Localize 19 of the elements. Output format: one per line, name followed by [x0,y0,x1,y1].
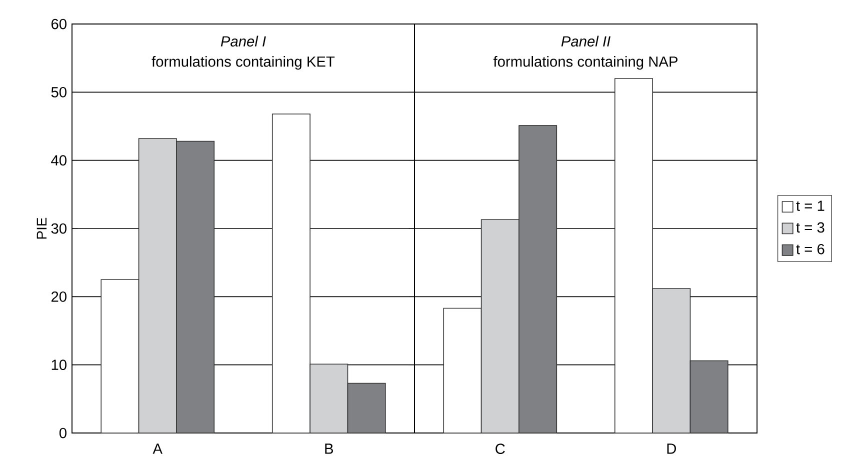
annotation: formulations containing NAP [493,56,678,70]
y-tick-label: 60 [52,18,66,30]
y-tick-label: 30 [51,223,66,234]
annotation: Panel I [220,36,266,47]
y-tick-label: 40 [51,155,66,166]
y-tick-label: 50 [51,86,66,98]
legend-label: t = 1 [796,200,824,211]
annotation: Panel II [561,36,610,47]
x-tick-label: D [667,444,676,454]
y-tick-label: 10 [52,360,66,370]
x-tick-label: B [325,444,334,454]
y-tick-label: 0 [59,428,66,438]
x-tick-label: A [152,444,162,454]
x-tick-label: C [496,444,505,454]
legend-label: t = 6 [796,244,824,254]
annotation: formulations containing KET [152,56,335,70]
y-axis-title: PIE [36,218,46,239]
legend-label: t = 3 [796,222,824,233]
y-tick-label: 20 [51,291,66,302]
